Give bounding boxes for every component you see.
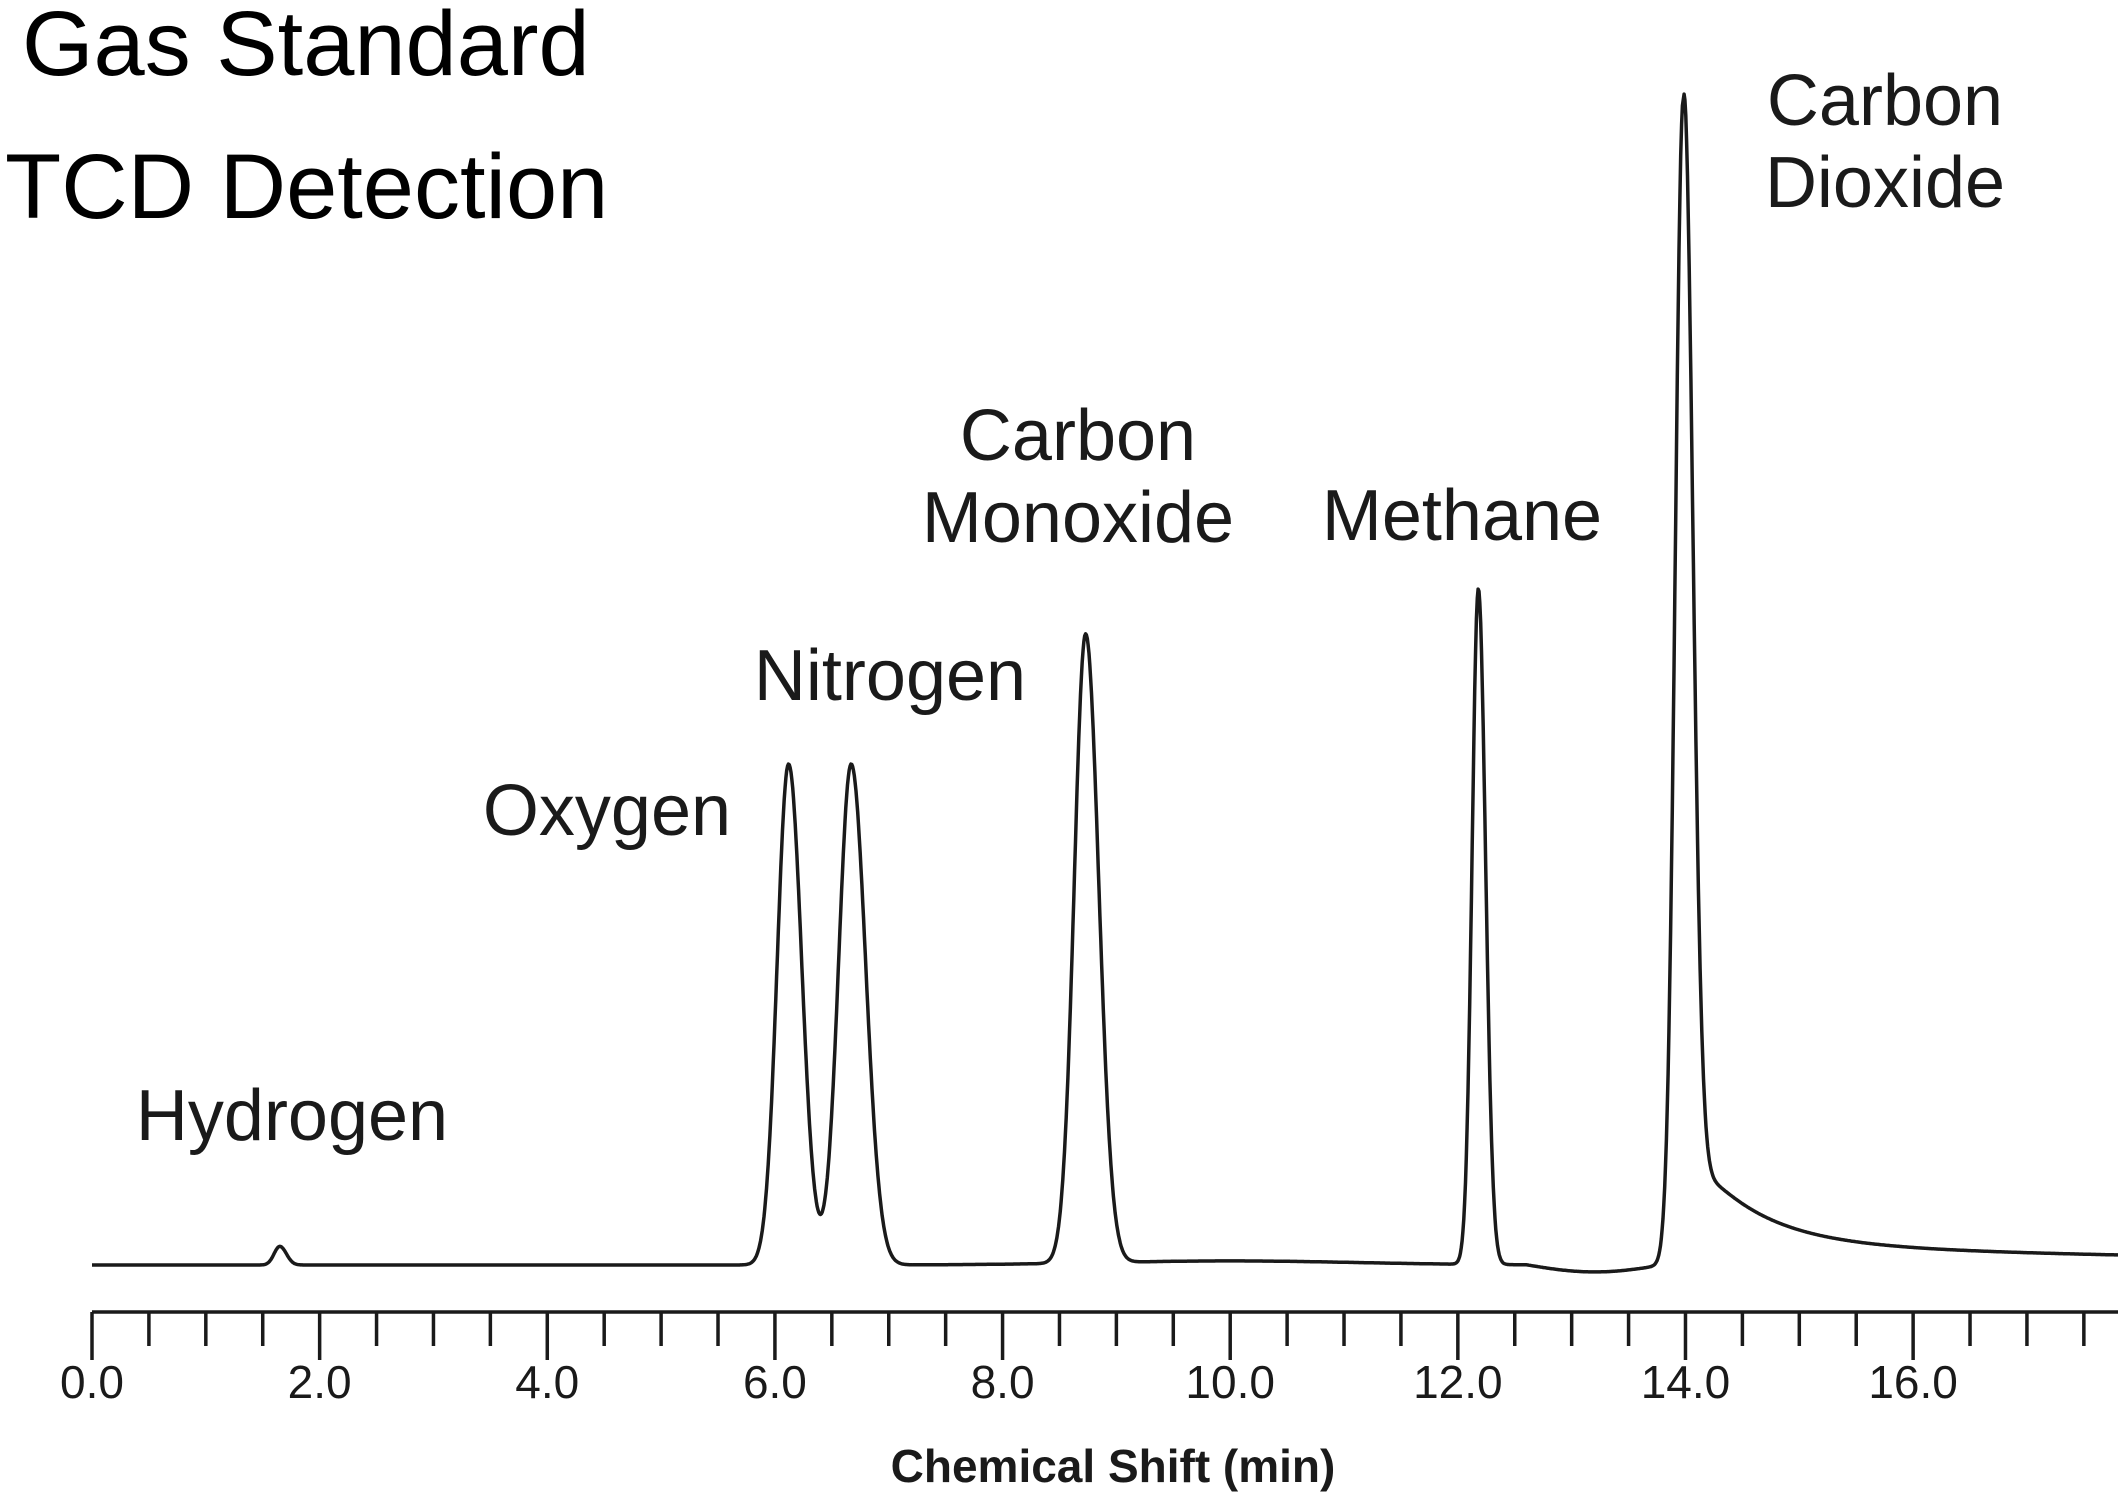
chart-title-line: TCD Detection	[5, 136, 608, 238]
chart-title: Gas Standard TCD Detection	[5, 0, 608, 238]
peak-label: Hydrogen	[136, 1076, 448, 1156]
x-tick-label: 6.0	[743, 1356, 807, 1408]
x-tick-label: 0.0	[60, 1356, 124, 1408]
peak-label: Nitrogen	[754, 636, 1026, 716]
x-tick-label: 12.0	[1413, 1356, 1503, 1408]
x-tick-label: 4.0	[515, 1356, 579, 1408]
x-axis-ticks: 0.0 2.0 4.0 6.0 8.0 10.0 12.0 14.0 16.0	[60, 1312, 2086, 1408]
x-axis-label: Chemical Shift (min)	[891, 1440, 1336, 1492]
peak-label: Methane	[1322, 476, 1602, 556]
x-tick-label: 16.0	[1868, 1356, 1958, 1408]
peak-label: Dioxide	[1765, 143, 2005, 223]
chart-title-line: Gas Standard	[22, 0, 590, 95]
x-tick-label: 8.0	[971, 1356, 1035, 1408]
peak-label: Oxygen	[483, 771, 731, 851]
x-tick-label: 10.0	[1185, 1356, 1275, 1408]
x-tick-label: 14.0	[1641, 1356, 1731, 1408]
peak-label: Monoxide	[922, 478, 1234, 558]
chromatogram-trace	[91, 92, 2119, 1274]
peak-label: Carbon	[1767, 61, 2003, 141]
x-tick-label: 2.0	[288, 1356, 352, 1408]
peak-label: Carbon	[960, 396, 1196, 476]
